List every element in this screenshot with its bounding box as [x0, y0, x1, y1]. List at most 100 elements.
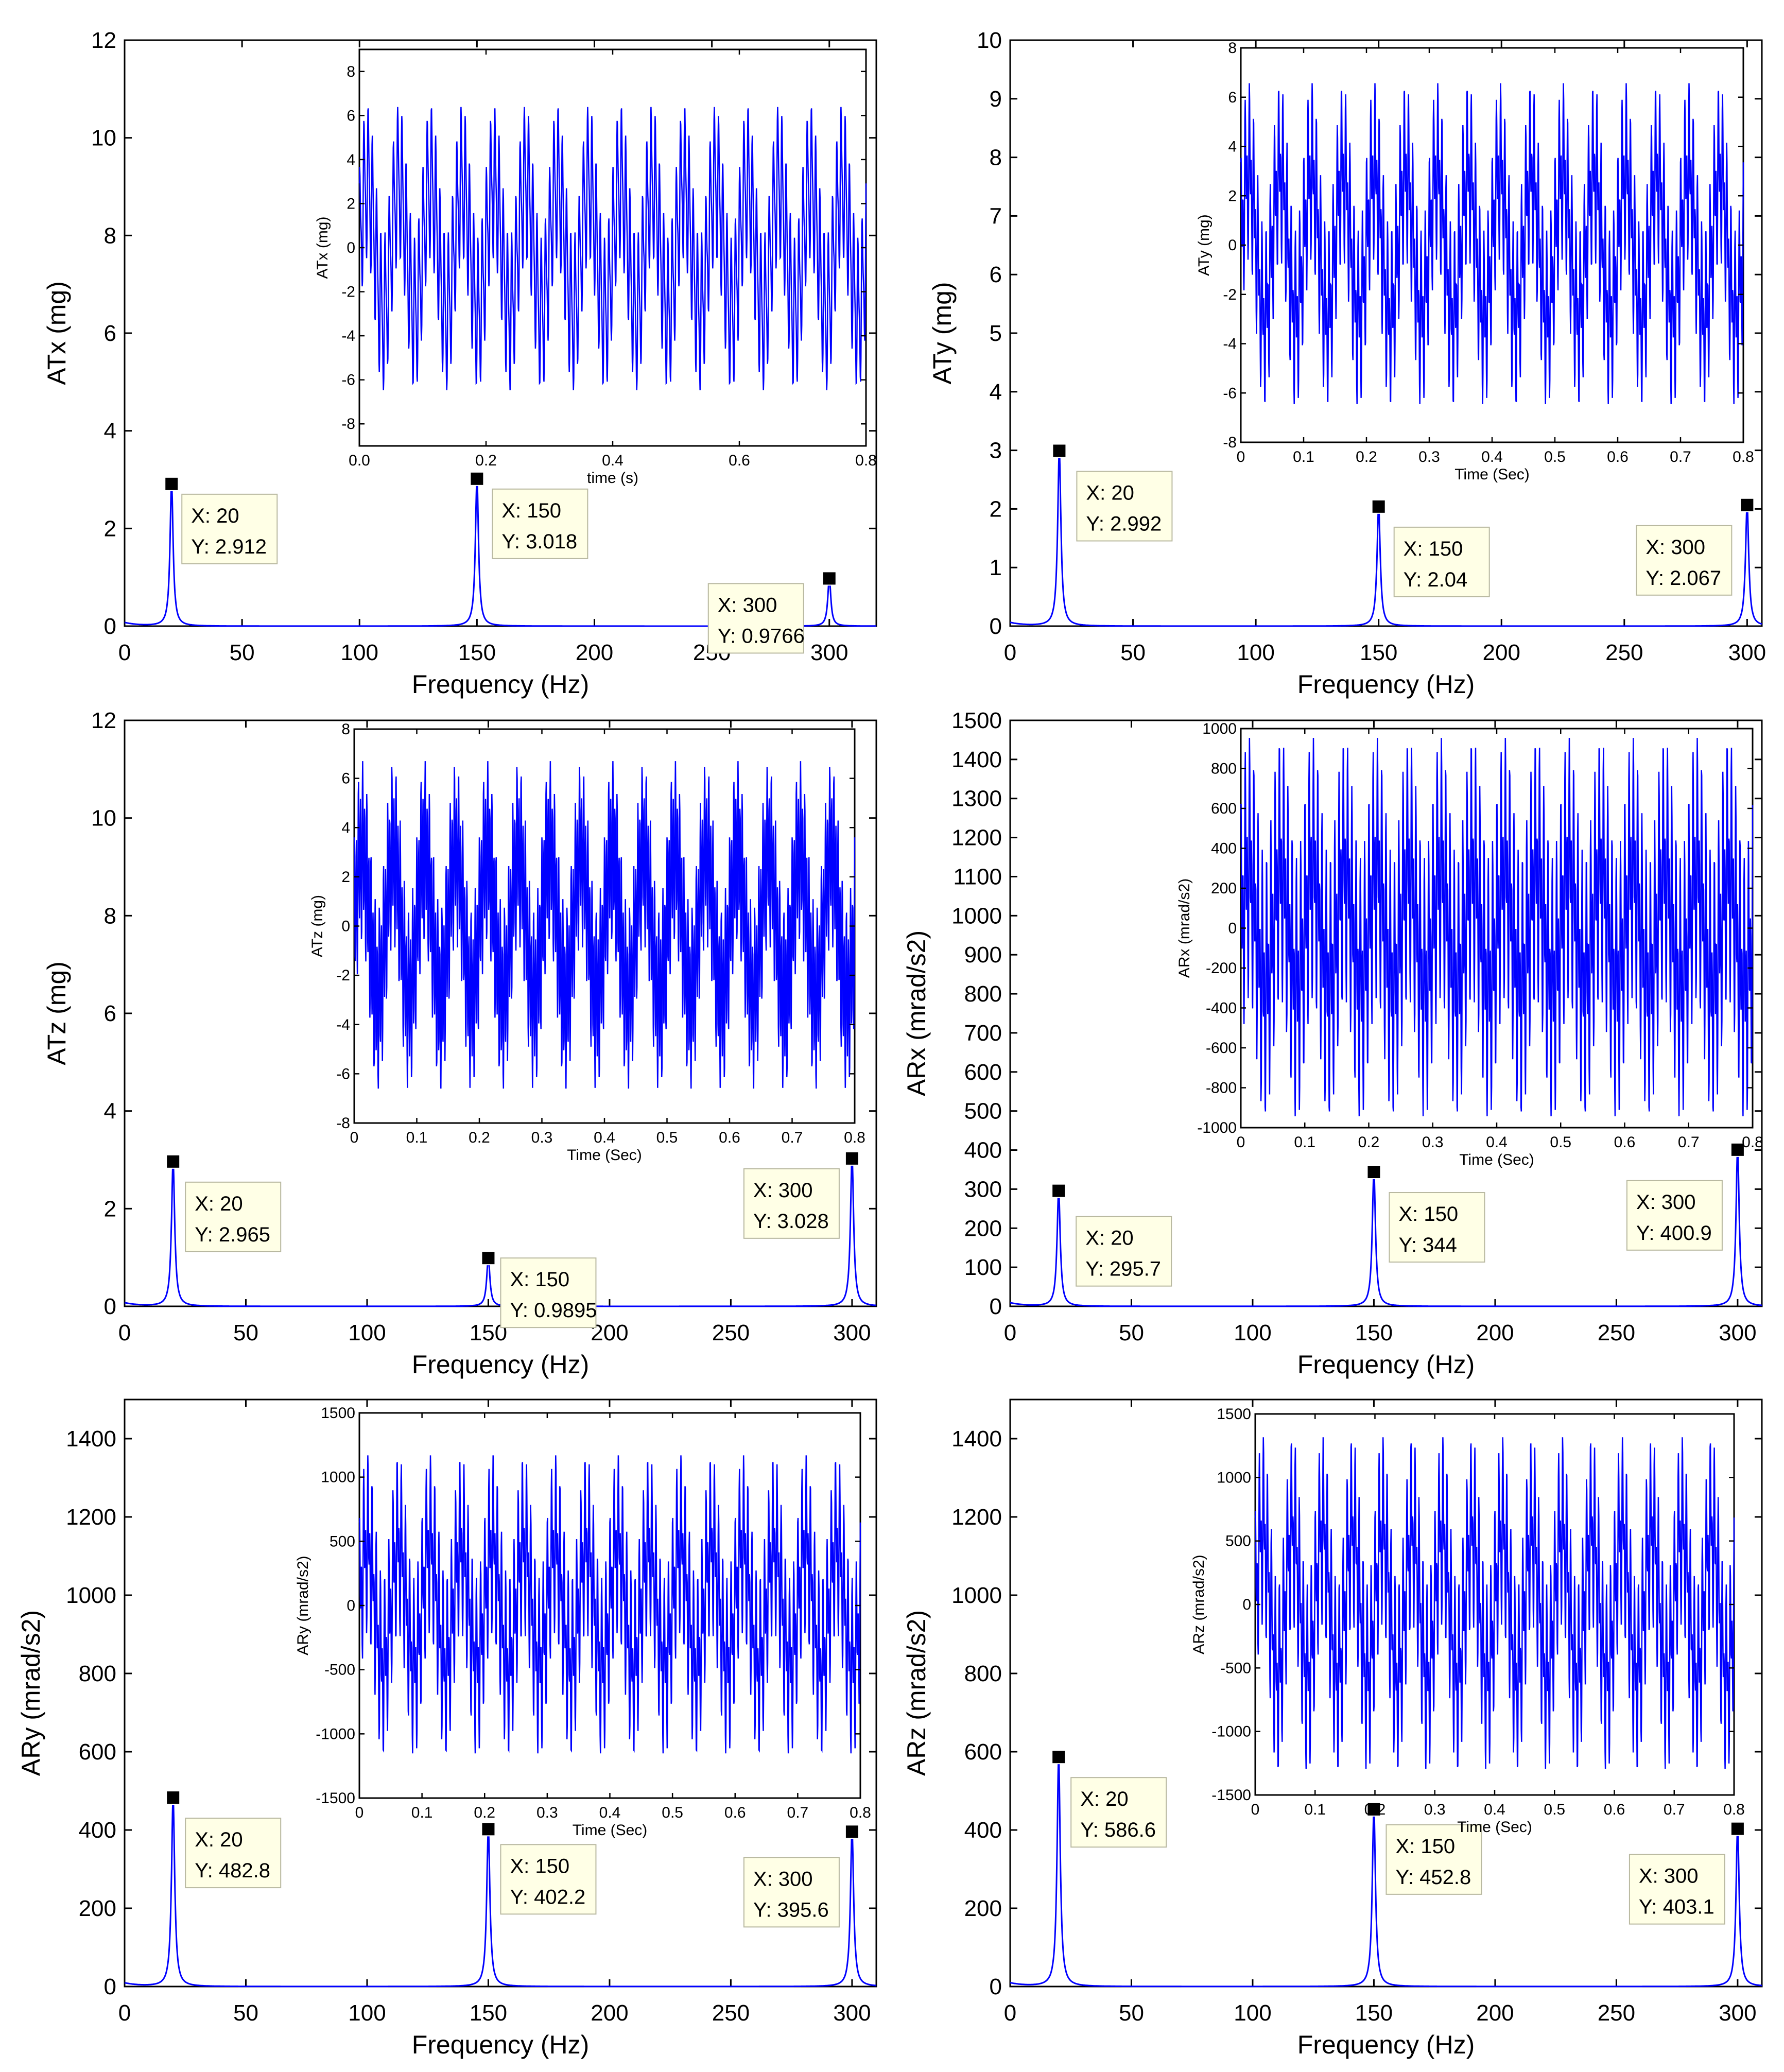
datatip-y-text: Y: 2.992 [1086, 513, 1162, 536]
inset-x-axis-label: time (s) [587, 470, 638, 487]
x-tick-label: 250 [1598, 2000, 1635, 2026]
datatip-x-text: X: 150 [1395, 1835, 1455, 1858]
datatip-marker [1740, 497, 1755, 512]
inset-x-tick-label: 0.4 [1481, 448, 1503, 465]
y-tick-label: 700 [964, 1021, 1002, 1046]
datatip-box [1626, 1180, 1723, 1251]
inset-atz: 0 0.1 0.2 0.3 0.4 0.5 0.6 0.7 0.8 -8 -6 -4 -2 0 2 4 6 8 Ti… [309, 721, 865, 1164]
y-tick-label: 12 [91, 708, 116, 733]
datatip-marker [1730, 1142, 1745, 1157]
y-axis-label: ARx (mrad/s2) [902, 930, 931, 1096]
x-tick-label: 200 [591, 1320, 628, 1345]
inset-x-tick-label: 0.1 [1293, 448, 1314, 465]
inset-y-tick-label: -2 [336, 967, 350, 984]
x-tick-label: 0 [118, 1320, 131, 1345]
datatip-marker [164, 476, 179, 491]
y-tick-label: 300 [964, 1177, 1002, 1202]
datatip-y-text: Y: 395.6 [753, 1898, 829, 1921]
x-axis-label: Frequency (Hz) [412, 670, 590, 699]
inset-signal-line [1254, 1437, 1735, 1769]
datatip-box [185, 1818, 282, 1889]
inset-y-tick-label: 8 [341, 721, 350, 738]
spectrum-line [124, 1797, 877, 1988]
datatip-x-text: X: 150 [1398, 1203, 1458, 1225]
inset-x-tick-label: 0.1 [406, 1129, 428, 1146]
inset-x-tick-label: 0.4 [602, 452, 623, 469]
y-tick-label: 2 [104, 1196, 116, 1221]
inset-y-tick-label: -400 [1206, 1000, 1237, 1017]
datatip-box [1636, 525, 1733, 596]
datatip-y-text: Y: 3.018 [501, 530, 577, 553]
x-tick-label: 100 [348, 2000, 386, 2026]
x-tick-label: 300 [1719, 1320, 1756, 1345]
y-tick-label: 12 [91, 28, 116, 53]
inset-signal-line [358, 1455, 861, 1754]
datatip-y-text: Y: 2.912 [191, 536, 267, 558]
inset-x-tick-label: 0.4 [1484, 1801, 1505, 1818]
y-tick-label: 1200 [951, 825, 1002, 851]
inset-y-tick-label: -2 [341, 284, 355, 301]
inset-y-tick-label: 500 [1225, 1533, 1251, 1550]
inset-arx: 0 0.1 0.2 0.3 0.4 0.5 0.6 0.7 0.8 -1000 -800 -600 -4… [1176, 720, 1763, 1168]
inset-x-tick-label: 0.8 [855, 452, 877, 469]
datatip-marker [481, 1251, 496, 1266]
y-tick-label: 0 [104, 1294, 116, 1319]
inset-y-tick-label: 800 [1211, 761, 1237, 778]
x-tick-label: 150 [470, 2000, 507, 2026]
datatip-marker [1730, 1821, 1745, 1836]
x-tick-label: 300 [1719, 2000, 1756, 2026]
inset-x-tick-label: 0.6 [1614, 1134, 1636, 1151]
inset-x-tick-label: 0.7 [1670, 448, 1691, 465]
inset-y-axis-label: ATz (mg) [309, 895, 326, 957]
y-tick-label: 800 [964, 981, 1002, 1007]
y-tick-label: 100 [964, 1255, 1002, 1280]
datatip-box [1389, 1192, 1485, 1263]
y-tick-label: 200 [79, 1896, 116, 1921]
y-tick-label: 8 [990, 145, 1002, 170]
datatip-x-text: X: 20 [195, 1828, 243, 1851]
chart-ary: 0 50 100 150 200 250 300 0 200 400 600 800 1000 1200 1… [16, 1398, 877, 2059]
x-tick-label: 200 [1476, 2000, 1514, 2026]
inset-x-tick-label: 0.5 [1544, 448, 1566, 465]
inset-x-tick-label: 0.2 [474, 1804, 495, 1821]
datatip-y-text: Y: 3.028 [753, 1210, 829, 1233]
inset-y-tick-label: 2 [341, 869, 350, 886]
inset-y-tick-label: 6 [1228, 89, 1237, 106]
inset-y-tick-label: -200 [1206, 960, 1237, 977]
x-tick-label: 0 [1004, 2000, 1016, 2026]
inset-x-tick-label: 0.5 [1550, 1134, 1571, 1151]
x-tick-label: 100 [1234, 1320, 1271, 1345]
y-tick-label: 1400 [66, 1426, 116, 1452]
inset-y-tick-label: -4 [341, 327, 355, 344]
inset-signal-line [353, 761, 856, 1089]
inset-y-axis-label: ATx (mg) [314, 216, 331, 279]
datatip-box [492, 488, 588, 559]
inset-x-tick-label: 0.5 [656, 1129, 678, 1146]
inset-x-tick-label: 0.3 [1418, 448, 1440, 465]
datatip-box [1629, 1854, 1725, 1925]
x-axis-label: Frequency (Hz) [1297, 670, 1475, 699]
inset-x-tick-label: 0.6 [724, 1804, 746, 1821]
datatip-box [185, 1181, 282, 1252]
y-tick-label: 0 [104, 1974, 116, 1999]
inset-y-axis-label: ARy (mrad/s2) [295, 1556, 311, 1655]
datatip-x-text: X: 300 [1636, 1191, 1696, 1214]
inset-x-axis-label: Time (Sec) [1457, 1819, 1532, 1836]
datatip-box [1076, 1216, 1172, 1287]
inset-y-tick-label: 200 [1211, 880, 1237, 897]
inset-y-tick-label: 4 [347, 151, 355, 168]
inset-y-tick-label: -4 [1223, 336, 1237, 353]
y-tick-label: 1400 [951, 747, 1002, 772]
inset-x-tick-label: 0.5 [662, 1804, 683, 1821]
spectrum-line [1010, 1150, 1762, 1307]
x-tick-label: 300 [833, 1320, 871, 1345]
inset-y-tick-label: -8 [336, 1115, 350, 1132]
chart-arx: 0 50 100 150 200 250 300 0 100 200 300 400 500 600 700… [902, 708, 1763, 1379]
y-tick-label: 1200 [951, 1505, 1002, 1530]
datatip-y-text: Y: 2.067 [1646, 567, 1721, 590]
x-tick-label: 50 [1120, 640, 1146, 665]
inset-x-tick-label: 0.8 [850, 1804, 871, 1821]
datatip-x-text: X: 300 [753, 1179, 813, 1202]
y-tick-label: 8 [104, 903, 116, 928]
